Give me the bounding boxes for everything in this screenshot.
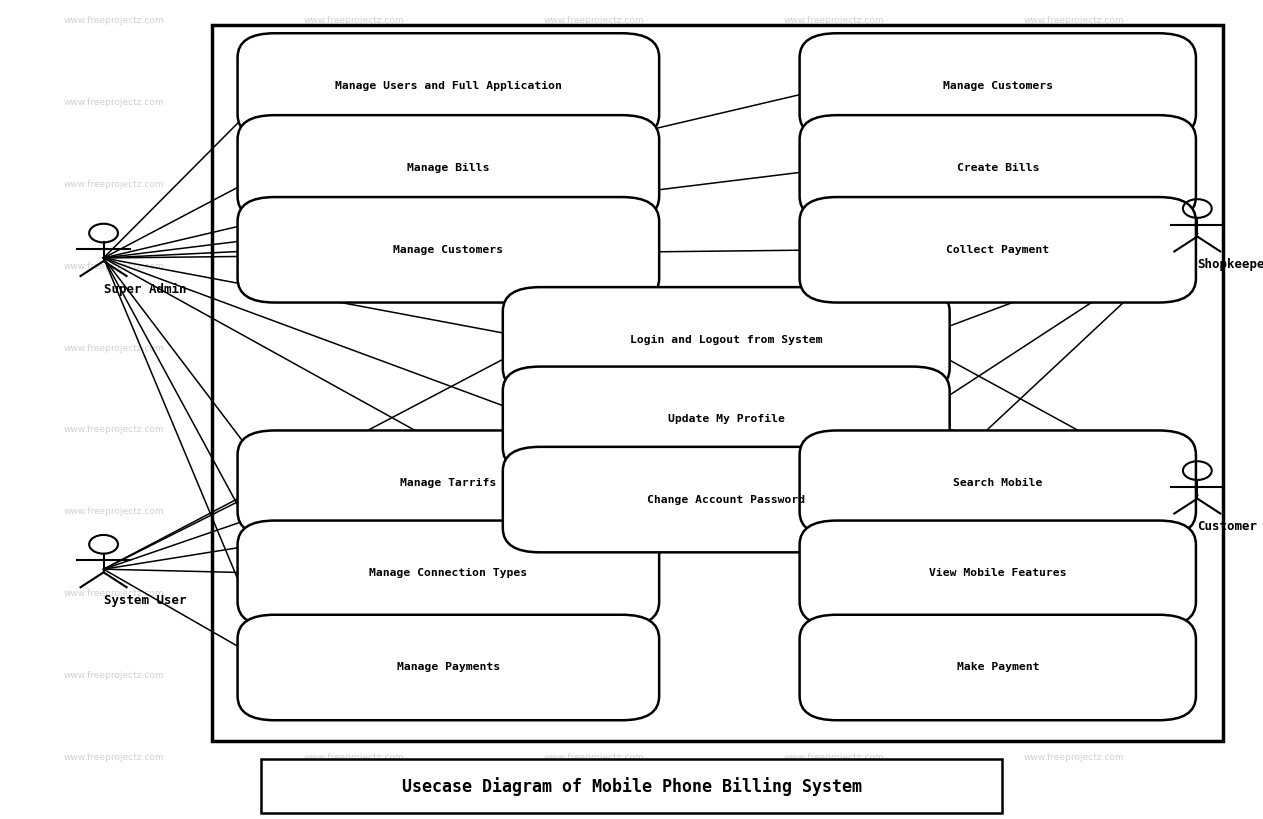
FancyBboxPatch shape [503,367,950,472]
Text: www.freeprojectz.com: www.freeprojectz.com [783,16,884,25]
Text: www.freeprojectz.com: www.freeprojectz.com [1023,98,1124,106]
Text: www.freeprojectz.com: www.freeprojectz.com [1023,16,1124,25]
Text: www.freeprojectz.com: www.freeprojectz.com [303,508,404,516]
Text: www.freeprojectz.com: www.freeprojectz.com [1023,344,1124,352]
Text: Shopkeeper: Shopkeeper [1197,258,1263,271]
Text: www.freeprojectz.com: www.freeprojectz.com [543,508,644,516]
Text: www.freeprojectz.com: www.freeprojectz.com [303,426,404,434]
Text: Make Payment: Make Payment [956,663,1039,672]
FancyBboxPatch shape [237,615,659,720]
Text: Manage Payments: Manage Payments [397,663,500,672]
Text: www.freeprojectz.com: www.freeprojectz.com [303,16,404,25]
Text: Manage Customers: Manage Customers [942,81,1053,91]
Text: www.freeprojectz.com: www.freeprojectz.com [783,590,884,598]
Text: www.freeprojectz.com: www.freeprojectz.com [543,16,644,25]
Text: Create Bills: Create Bills [956,163,1039,173]
Text: Collect Payment: Collect Payment [946,245,1050,255]
FancyBboxPatch shape [799,615,1196,720]
Text: www.freeprojectz.com: www.freeprojectz.com [63,426,164,434]
FancyBboxPatch shape [799,115,1196,220]
Text: www.freeprojectz.com: www.freeprojectz.com [303,180,404,188]
Text: Search Mobile: Search Mobile [954,478,1042,488]
Text: www.freeprojectz.com: www.freeprojectz.com [303,262,404,270]
Text: System User: System User [104,594,186,607]
Text: Login and Logout from System: Login and Logout from System [630,335,822,345]
Text: Manage Bills: Manage Bills [407,163,490,173]
Text: Update My Profile: Update My Profile [668,414,784,424]
Text: www.freeprojectz.com: www.freeprojectz.com [543,590,644,598]
Text: www.freeprojectz.com: www.freeprojectz.com [783,753,884,762]
Text: www.freeprojectz.com: www.freeprojectz.com [1023,590,1124,598]
Text: www.freeprojectz.com: www.freeprojectz.com [543,262,644,270]
Text: www.freeprojectz.com: www.freeprojectz.com [63,262,164,270]
Text: www.freeprojectz.com: www.freeprojectz.com [63,590,164,598]
Text: www.freeprojectz.com: www.freeprojectz.com [303,98,404,106]
Text: www.freeprojectz.com: www.freeprojectz.com [63,180,164,188]
Text: www.freeprojectz.com: www.freeprojectz.com [63,672,164,680]
FancyBboxPatch shape [503,447,950,552]
Text: www.freeprojectz.com: www.freeprojectz.com [783,262,884,270]
Text: www.freeprojectz.com: www.freeprojectz.com [783,344,884,352]
Text: www.freeprojectz.com: www.freeprojectz.com [543,753,644,762]
Text: www.freeprojectz.com: www.freeprojectz.com [783,672,884,680]
Text: www.freeprojectz.com: www.freeprojectz.com [1023,508,1124,516]
Text: Usecase Diagram of Mobile Phone Billing System: Usecase Diagram of Mobile Phone Billing … [402,776,861,796]
FancyBboxPatch shape [237,521,659,626]
Text: www.freeprojectz.com: www.freeprojectz.com [63,98,164,106]
FancyBboxPatch shape [237,197,659,302]
Text: www.freeprojectz.com: www.freeprojectz.com [783,98,884,106]
Text: www.freeprojectz.com: www.freeprojectz.com [1023,180,1124,188]
Text: www.freeprojectz.com: www.freeprojectz.com [303,590,404,598]
Text: www.freeprojectz.com: www.freeprojectz.com [63,508,164,516]
Text: www.freeprojectz.com: www.freeprojectz.com [1023,672,1124,680]
Text: www.freeprojectz.com: www.freeprojectz.com [543,426,644,434]
Text: www.freeprojectz.com: www.freeprojectz.com [543,672,644,680]
Text: www.freeprojectz.com: www.freeprojectz.com [543,180,644,188]
Text: www.freeprojectz.com: www.freeprojectz.com [543,344,644,352]
Text: Super Admin: Super Admin [104,283,186,296]
Text: Change Account Password: Change Account Password [647,495,806,505]
FancyBboxPatch shape [212,25,1223,741]
Text: www.freeprojectz.com: www.freeprojectz.com [1023,262,1124,270]
FancyBboxPatch shape [799,521,1196,626]
Text: www.freeprojectz.com: www.freeprojectz.com [303,344,404,352]
FancyBboxPatch shape [237,34,659,138]
Text: Manage Connection Types: Manage Connection Types [369,568,528,578]
Text: Manage Users and Full Application: Manage Users and Full Application [335,81,562,91]
FancyBboxPatch shape [237,115,659,220]
Text: www.freeprojectz.com: www.freeprojectz.com [63,753,164,762]
Text: www.freeprojectz.com: www.freeprojectz.com [1023,426,1124,434]
FancyBboxPatch shape [799,197,1196,302]
Text: Manage Customers: Manage Customers [393,245,504,255]
Text: www.freeprojectz.com: www.freeprojectz.com [63,16,164,25]
Text: Manage Tarrifs: Manage Tarrifs [400,478,496,488]
Text: www.freeprojectz.com: www.freeprojectz.com [783,508,884,516]
FancyBboxPatch shape [799,431,1196,536]
Text: www.freeprojectz.com: www.freeprojectz.com [303,672,404,680]
FancyBboxPatch shape [799,34,1196,138]
Text: Customer: Customer [1197,520,1258,533]
FancyBboxPatch shape [503,287,950,392]
Text: www.freeprojectz.com: www.freeprojectz.com [303,753,404,762]
Text: www.freeprojectz.com: www.freeprojectz.com [783,180,884,188]
Text: www.freeprojectz.com: www.freeprojectz.com [543,98,644,106]
Text: www.freeprojectz.com: www.freeprojectz.com [63,344,164,352]
Text: www.freeprojectz.com: www.freeprojectz.com [783,426,884,434]
Text: www.freeprojectz.com: www.freeprojectz.com [1023,753,1124,762]
FancyBboxPatch shape [237,431,659,536]
FancyBboxPatch shape [261,759,1002,813]
Text: View Mobile Features: View Mobile Features [930,568,1066,578]
